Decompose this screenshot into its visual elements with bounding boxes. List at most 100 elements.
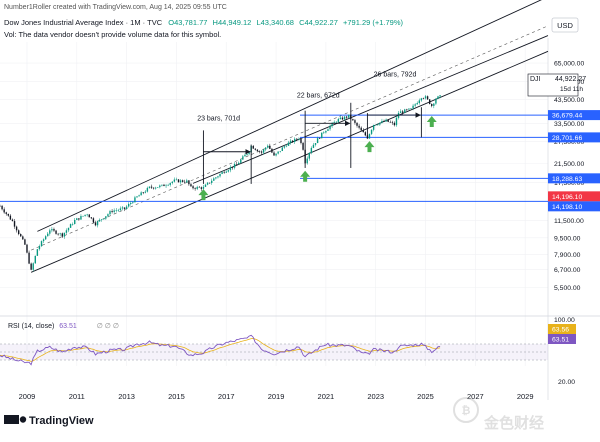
ohlc-high-value: 44,949.12 xyxy=(218,18,251,27)
candle-body xyxy=(5,212,7,214)
candle-body xyxy=(298,139,300,140)
candle-body xyxy=(26,244,28,253)
candle-body xyxy=(300,139,302,143)
candle-body xyxy=(171,181,173,184)
candle-body xyxy=(7,213,10,216)
candle-body xyxy=(144,191,147,193)
candle-body xyxy=(215,177,217,179)
candle-body xyxy=(428,99,431,104)
candle-body xyxy=(310,147,313,153)
candle-body xyxy=(316,138,319,144)
candle-body xyxy=(15,226,18,231)
candle-body xyxy=(30,263,32,270)
candle-body xyxy=(136,196,138,198)
dji-countdown: 15d 11h xyxy=(560,86,583,93)
candle-body xyxy=(308,152,310,159)
candle-body xyxy=(32,263,34,270)
candle-body xyxy=(57,233,59,235)
candle-body xyxy=(383,121,385,122)
candle-body xyxy=(260,151,263,153)
candle-body xyxy=(273,152,275,156)
candle-body xyxy=(78,218,80,220)
price-tick-label: 7,900.00 xyxy=(554,252,581,259)
candle-body xyxy=(424,96,427,99)
candles-layer xyxy=(0,94,441,272)
rsi-tick-label: 20.00 xyxy=(558,379,575,386)
candle-body xyxy=(204,184,207,187)
currency-button[interactable]: USD xyxy=(551,17,579,33)
time-tick-label: 2009 xyxy=(19,392,36,401)
candle-body xyxy=(103,218,105,220)
price-label-text: 28,701.66 xyxy=(552,135,582,142)
candle-body xyxy=(96,221,99,226)
candle-body xyxy=(11,219,14,222)
candle-body xyxy=(184,181,186,183)
candle-body xyxy=(13,221,16,227)
candle-body xyxy=(119,208,122,210)
candle-body xyxy=(111,211,113,212)
rsi-pane: 100.00 20.00 63.56 63.51 xyxy=(0,317,576,386)
candle-body xyxy=(385,119,387,122)
candle-body xyxy=(379,122,381,125)
time-tick-label: 2019 xyxy=(268,392,285,401)
price-label-bg xyxy=(548,173,600,184)
candle-body xyxy=(142,192,144,194)
candle-body xyxy=(202,186,205,189)
time-tick-label: 2017 xyxy=(218,392,235,401)
candle-body xyxy=(420,98,423,101)
candle-body xyxy=(28,252,30,264)
candle-body xyxy=(223,172,225,173)
price-tick-label: 5,500.00 xyxy=(554,285,581,292)
dji-price-tag: DJI 44,922.27 15d 11h xyxy=(527,73,586,97)
grid-layer xyxy=(0,38,600,400)
candle-body xyxy=(408,108,410,110)
candle-body xyxy=(0,205,1,207)
candle-body xyxy=(219,173,221,177)
candle-body xyxy=(105,216,107,219)
created-by-text: Number1Roller created with TradingView.c… xyxy=(4,4,227,11)
candle-body xyxy=(146,187,149,192)
candle-body xyxy=(121,207,124,209)
candle-body xyxy=(387,119,389,122)
candle-body xyxy=(372,124,375,130)
support-arrow-icon xyxy=(198,189,209,201)
rsi-line xyxy=(0,334,441,366)
candle-body xyxy=(306,158,308,164)
candle-body xyxy=(213,178,215,181)
candle-body xyxy=(192,186,194,189)
price-change: +791.29 (+1.79%) xyxy=(343,18,404,27)
candle-body xyxy=(134,197,136,203)
candle-body xyxy=(159,185,161,188)
candle-body xyxy=(233,164,236,168)
candle-body xyxy=(370,129,373,134)
measure-label: 26 bars, 792d xyxy=(374,72,417,79)
candle-body xyxy=(287,142,290,146)
candle-body xyxy=(67,227,70,231)
horizontal-levels xyxy=(0,114,548,202)
candle-body xyxy=(163,184,165,187)
candle-body xyxy=(368,133,371,139)
channel-top-line xyxy=(37,0,542,232)
candle-body xyxy=(90,217,93,219)
candle-body xyxy=(269,145,271,149)
candle-body xyxy=(177,179,180,183)
time-tick-label: 2011 xyxy=(69,392,85,401)
candle-body xyxy=(281,147,284,151)
candle-body xyxy=(188,180,190,185)
candle-body xyxy=(49,230,51,234)
candle-body xyxy=(40,241,43,247)
candle-body xyxy=(71,224,74,225)
candle-body xyxy=(181,180,184,182)
candle-body xyxy=(412,105,414,109)
ohlc-close-value: 44,922.27 xyxy=(305,18,338,27)
rsi-legend: RSI (14, close) 63.51 ∅ ∅ ∅ xyxy=(8,323,119,330)
candle-body xyxy=(345,116,348,118)
candle-body xyxy=(9,215,12,220)
candle-body xyxy=(283,146,286,148)
candle-body xyxy=(289,140,292,143)
ohlc-high-key: H xyxy=(213,18,218,27)
candle-body xyxy=(138,195,140,197)
candle-body xyxy=(127,203,130,207)
candle-body xyxy=(53,229,55,231)
candle-body xyxy=(34,255,36,264)
